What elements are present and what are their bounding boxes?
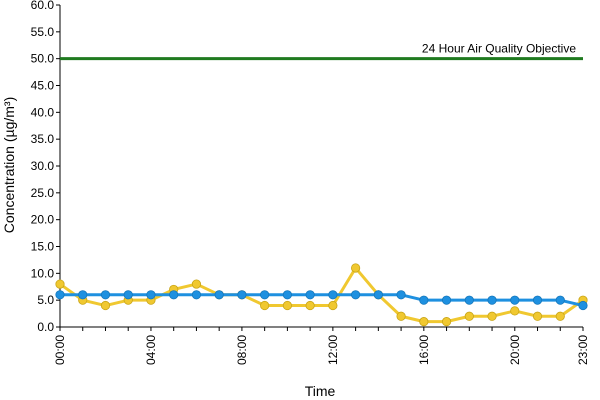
y-tick-label: 40.0: [31, 105, 55, 119]
data-point: [464, 311, 474, 321]
y-tick-label: 60.0: [31, 0, 55, 12]
x-axis-title: Time: [305, 383, 336, 399]
data-point: [191, 279, 202, 289]
data-point: [510, 295, 520, 305]
y-tick-label: 25.0: [31, 186, 55, 200]
y-tick-label: 10.0: [31, 266, 55, 280]
data-point: [351, 290, 361, 300]
y-tick-label: 30.0: [31, 159, 55, 173]
data-point: [100, 300, 111, 311]
reference-line-label: 24 Hour Air Quality Objective: [422, 42, 576, 56]
data-point: [441, 317, 452, 327]
data-point: [123, 290, 133, 300]
series-group: [55, 263, 588, 327]
data-point: [305, 300, 315, 311]
data-point: [464, 295, 474, 305]
data-point: [441, 295, 452, 305]
data-point: [532, 311, 543, 321]
series-2: [55, 290, 588, 311]
data-point: [351, 263, 361, 273]
series-1: [55, 263, 588, 327]
data-point: [555, 295, 565, 305]
data-point: [100, 290, 111, 300]
data-point: [555, 311, 565, 321]
x-tick-label: 16:00: [417, 335, 431, 365]
data-point: [419, 317, 429, 327]
data-point: [191, 290, 202, 300]
x-tick-label: 23:00: [576, 335, 590, 365]
data-point: [55, 290, 65, 300]
data-point: [487, 295, 497, 305]
reference-line-group: 24 Hour Air Quality Objective: [60, 42, 583, 61]
data-point: [55, 279, 65, 289]
x-tick-labels: 00:00 04:00 08:00 12:00 16:00 20:00 23:00: [53, 327, 590, 365]
y-axis-title: Concentration (µg/m³): [1, 97, 17, 233]
data-point: [305, 290, 315, 300]
data-point: [260, 300, 270, 311]
y-tick-labels: 0.0 5.0 10.0 15.0 20.0 25.0 30.0 35.0 40.0 45.0 50…: [31, 0, 60, 334]
data-point: [396, 311, 406, 321]
x-tick-label: 08:00: [235, 335, 249, 365]
data-point: [282, 300, 292, 311]
data-point: [237, 290, 247, 300]
y-tick-label: 45.0: [31, 79, 55, 93]
data-point: [487, 311, 497, 321]
y-tick-label: 35.0: [31, 132, 55, 146]
data-point: [260, 290, 270, 300]
data-point: [532, 295, 543, 305]
y-tick-label: 50.0: [31, 52, 55, 66]
data-point: [396, 290, 406, 300]
x-tick-label: 12:00: [326, 335, 340, 365]
y-tick-label: 20.0: [31, 213, 55, 227]
data-point: [78, 290, 88, 300]
data-point: [169, 290, 179, 300]
data-point: [419, 295, 429, 305]
data-point: [373, 290, 383, 300]
data-point: [328, 290, 338, 300]
data-point: [146, 290, 156, 300]
x-tick-label: 04:00: [144, 335, 158, 365]
x-tick-label: 00:00: [53, 335, 67, 365]
data-point: [578, 300, 588, 311]
y-tick-label: 0.0: [37, 320, 54, 334]
data-point: [510, 306, 520, 316]
y-tick-label: 15.0: [31, 240, 55, 254]
y-tick-label: 55.0: [31, 25, 55, 39]
y-tick-label: 5.0: [37, 293, 54, 307]
data-point: [282, 290, 292, 300]
x-tick-label: 20:00: [508, 335, 522, 365]
data-point: [328, 300, 338, 311]
data-point: [214, 290, 224, 300]
